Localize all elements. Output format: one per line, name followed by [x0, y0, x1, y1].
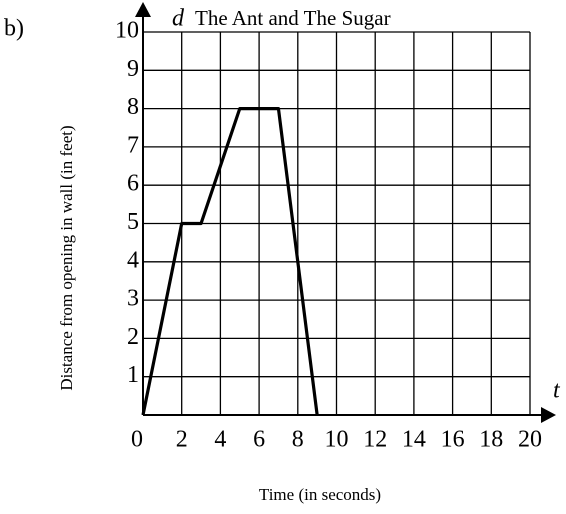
y-tick-label: 1 — [127, 362, 139, 388]
y-tick-label: 6 — [127, 171, 139, 197]
y-axis-arrow — [135, 2, 151, 17]
y-tick-label: 5 — [127, 209, 139, 235]
x-tick-label: 6 — [253, 427, 265, 453]
x-tick-label: 16 — [441, 427, 465, 453]
x-tick-label: 0 — [131, 427, 143, 453]
y-axis-label: Distance from opening in wall (in feet) — [57, 125, 76, 390]
x-tick-label: 10 — [325, 427, 349, 453]
x-tick-label: 14 — [402, 427, 426, 453]
x-tick-label: 20 — [518, 427, 542, 453]
part-label: b) — [4, 16, 24, 42]
x-axis-arrow — [541, 407, 556, 423]
y-tick-label: 3 — [127, 286, 139, 312]
y-tick-label: 7 — [127, 132, 139, 158]
y-tick-label: 8 — [127, 94, 139, 120]
y-tick-label: 2 — [127, 324, 139, 350]
x-tick-label: 12 — [363, 427, 387, 453]
x-axis-symbol: t — [553, 378, 561, 404]
y-tick-label: 9 — [127, 56, 139, 82]
y-tick-label: 10 — [115, 18, 139, 44]
x-tick-label: 2 — [176, 427, 188, 453]
x-axis-label: Time (in seconds) — [259, 485, 381, 504]
data-line — [141, 107, 319, 416]
y-tick-label: 4 — [127, 247, 139, 273]
x-tick-label: 8 — [292, 427, 304, 453]
x-tick-label: 18 — [479, 427, 503, 453]
y-axis-symbol: d — [172, 6, 185, 32]
x-tick-label: 4 — [214, 427, 226, 453]
chart-title: The Ant and The Sugar — [195, 6, 391, 30]
